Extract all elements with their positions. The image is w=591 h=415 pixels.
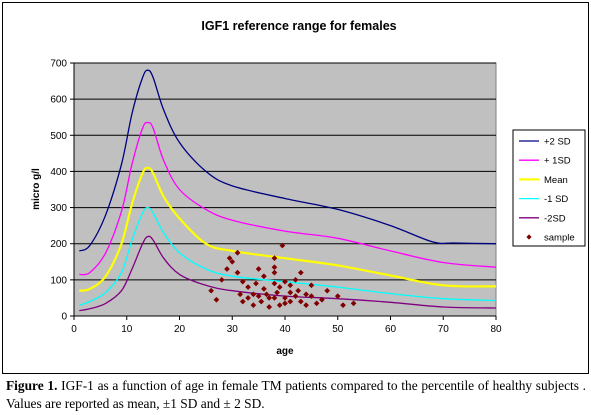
sample-point: [218, 276, 225, 283]
sample-point: [263, 291, 270, 298]
series-line-1-sd: [79, 206, 497, 306]
sample-point: [350, 300, 357, 307]
y-tick-label: 200: [50, 239, 67, 250]
sample-point: [208, 287, 215, 294]
sample-point: [266, 294, 273, 301]
sample-points: [208, 242, 357, 310]
chart: IGF1 reference range for females 0100200…: [31, 19, 586, 357]
figure-caption: Figure 1. IGF-1 as a function of age in …: [6, 377, 586, 413]
legend-label: Mean: [544, 175, 568, 186]
sample-point: [292, 276, 299, 283]
sample-point: [253, 280, 259, 287]
sample-point: [297, 298, 304, 305]
sample-point: [279, 242, 286, 249]
x-axis-title: age: [276, 346, 294, 357]
sample-point: [295, 287, 302, 294]
axes: 0 100 200 300 400 500 600 700 0 10 20 30 40 50 60 70 80: [50, 59, 502, 336]
x-tick-label: 50: [332, 324, 344, 335]
series-line-2sd: [79, 235, 497, 312]
x-tick-label: 10: [121, 324, 133, 335]
sample-point: [282, 300, 288, 307]
x-tick-label: 60: [385, 324, 397, 335]
sample-point: [303, 302, 310, 309]
series-line-mean: [79, 166, 497, 292]
y-tick-label: 600: [50, 95, 67, 106]
legend-swatch: [526, 234, 532, 240]
sample-point: [287, 282, 294, 289]
sample-point: [234, 249, 241, 256]
x-tick-label: 20: [174, 324, 186, 335]
sample-point: [340, 302, 346, 309]
sample-point: [255, 266, 262, 272]
legend-label: -1 SD: [544, 194, 568, 205]
x-tick-label: 40: [279, 324, 291, 335]
sample-point: [224, 266, 230, 272]
chart-frame: IGF1 reference range for females 0 100 200…: [2, 2, 589, 374]
sample-point: [282, 278, 288, 285]
legend-label: + 1SD: [544, 156, 571, 167]
chart-title: IGF1 reference range for females: [201, 19, 396, 33]
legend-box: [512, 129, 586, 247]
sample-point: [255, 293, 262, 300]
legend-label: sample: [544, 233, 575, 244]
legend: +2 SD + 1SD Mean -1 SD -2SD sample: [512, 129, 586, 247]
y-tick-label: 300: [50, 203, 67, 214]
plot-area: [73, 62, 497, 317]
legend-label: +2 SD: [544, 137, 571, 148]
y-tick-label: 100: [50, 275, 67, 286]
sample-point: [260, 273, 267, 280]
sample-point: [324, 287, 331, 294]
sample-point: [303, 291, 310, 298]
sample-point: [271, 255, 278, 262]
sample-point: [276, 302, 283, 309]
caption-label: Figure 1.: [6, 378, 58, 393]
y-tick-label: 700: [50, 59, 67, 70]
sample-point: [276, 284, 283, 291]
sample-point: [258, 298, 265, 305]
sample-point: [237, 291, 244, 298]
sample-point: [245, 284, 252, 291]
sample-point: [318, 296, 325, 303]
sample-point: [313, 300, 320, 307]
sample-point: [266, 304, 273, 310]
x-tick-label: 0: [71, 324, 77, 335]
sample-point: [213, 296, 220, 303]
sample-point: [308, 282, 315, 289]
caption-text: IGF-1 as a function of age in female TM …: [6, 378, 586, 411]
sample-point: [292, 293, 299, 300]
sample-point: [271, 294, 278, 301]
sample-point: [271, 269, 278, 276]
sample-point: [308, 293, 315, 300]
sample-point: [271, 280, 278, 287]
sample-point: [250, 291, 257, 298]
x-tick-label: 80: [490, 324, 502, 335]
sample-point: [250, 302, 257, 309]
sample-point: [334, 293, 341, 300]
sample-point: [245, 294, 252, 301]
x-tick-label: 30: [227, 324, 239, 335]
sample-point: [239, 278, 246, 285]
sample-point: [274, 289, 281, 296]
sample-point: [287, 289, 294, 296]
legend-label: -2SD: [544, 213, 566, 224]
series-line-2-sd: [78, 69, 497, 252]
y-tick-label: 0: [61, 312, 67, 323]
y-axis-title: micro g/l: [31, 168, 42, 210]
gridlines: [74, 62, 496, 281]
x-tick-label: 70: [438, 324, 450, 335]
series-line-1sd: [79, 121, 497, 276]
sample-point: [287, 298, 294, 305]
sample-point: [260, 285, 267, 292]
sample-point: [229, 258, 236, 265]
sample-point: [234, 269, 241, 276]
y-tick-label: 500: [50, 131, 67, 142]
sample-point: [239, 298, 246, 305]
sample-point: [226, 255, 233, 262]
series-lines: [78, 69, 497, 312]
y-tick-label: 400: [50, 167, 67, 178]
sample-point: [297, 269, 304, 276]
